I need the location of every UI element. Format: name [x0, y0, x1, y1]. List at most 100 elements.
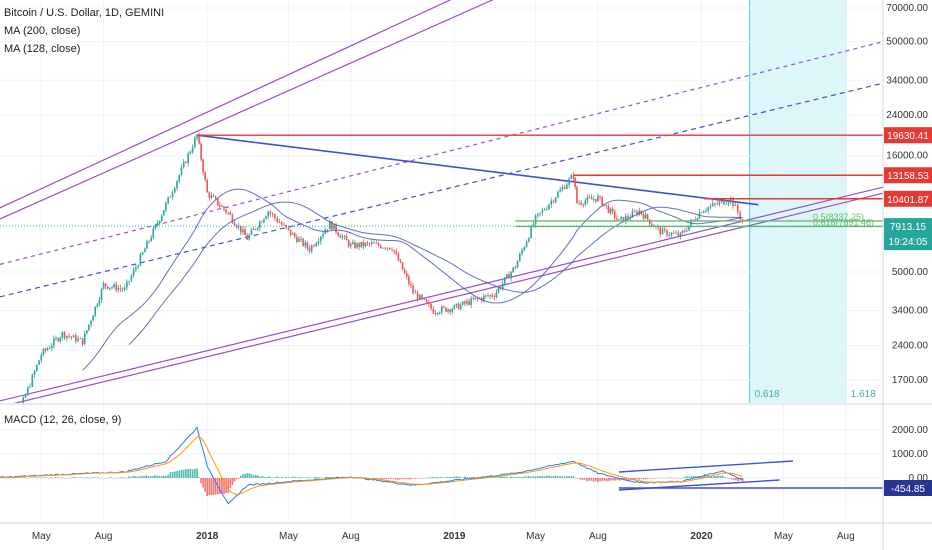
candle[interactable] [412, 285, 414, 293]
candle[interactable] [468, 300, 470, 305]
candle[interactable] [246, 235, 248, 240]
candle[interactable] [214, 196, 217, 199]
candle[interactable] [631, 211, 634, 218]
candle[interactable] [566, 184, 568, 189]
candle[interactable] [638, 210, 641, 215]
candle[interactable] [86, 330, 88, 334]
candle[interactable] [666, 229, 668, 236]
candle[interactable] [274, 214, 276, 219]
candle[interactable] [165, 203, 167, 211]
candle[interactable] [194, 138, 196, 148]
candle[interactable] [313, 245, 315, 247]
candle[interactable] [271, 213, 274, 215]
channel-upper-line[interactable] [0, 0, 660, 209]
candle[interactable] [158, 220, 161, 223]
candle[interactable] [552, 200, 555, 202]
candle[interactable] [231, 214, 234, 223]
candle[interactable] [727, 202, 730, 204]
candle[interactable] [514, 267, 517, 269]
candle[interactable] [651, 224, 653, 226]
candle[interactable] [510, 272, 512, 279]
candle[interactable] [111, 287, 113, 288]
candle[interactable] [68, 335, 70, 337]
candle[interactable] [443, 306, 445, 308]
candle[interactable] [622, 217, 625, 222]
candle[interactable] [489, 295, 491, 297]
candle[interactable] [739, 212, 741, 220]
candle[interactable] [354, 242, 356, 248]
candle[interactable] [35, 364, 38, 372]
candle[interactable] [493, 296, 496, 298]
candle[interactable] [296, 236, 298, 242]
candle[interactable] [497, 287, 500, 293]
candle[interactable] [543, 209, 546, 211]
candle[interactable] [345, 236, 348, 241]
candle[interactable] [613, 211, 616, 219]
candle[interactable] [132, 269, 135, 276]
candle[interactable] [302, 238, 304, 246]
candle[interactable] [42, 349, 45, 355]
candle[interactable] [539, 212, 541, 214]
candle[interactable] [516, 261, 519, 268]
candle[interactable] [519, 253, 521, 262]
candle[interactable] [324, 230, 327, 235]
candle[interactable] [18, 410, 20, 412]
candle[interactable] [38, 360, 40, 365]
candle[interactable] [419, 294, 421, 299]
candle[interactable] [20, 406, 22, 411]
candle[interactable] [636, 211, 638, 215]
candle[interactable] [425, 299, 428, 303]
candle[interactable] [574, 178, 577, 187]
candle[interactable] [642, 214, 645, 219]
candle[interactable] [584, 200, 587, 205]
candle[interactable] [586, 197, 589, 201]
candle[interactable] [109, 287, 111, 289]
candle[interactable] [146, 241, 148, 249]
candle[interactable] [672, 232, 675, 234]
candle[interactable] [293, 233, 296, 237]
candle[interactable] [289, 229, 292, 235]
candle[interactable] [152, 228, 155, 238]
candle[interactable] [358, 243, 360, 247]
candle[interactable] [550, 200, 553, 205]
candle[interactable] [319, 236, 322, 242]
signal-line[interactable] [0, 436, 743, 495]
candle[interactable] [711, 203, 714, 206]
candle[interactable] [1, 419, 3, 420]
candle[interactable] [121, 288, 124, 290]
candle[interactable] [466, 300, 468, 304]
candle[interactable] [291, 233, 294, 235]
candle[interactable] [263, 219, 265, 223]
candle[interactable] [96, 304, 99, 307]
candle[interactable] [736, 204, 739, 213]
candle[interactable] [328, 221, 331, 230]
candle[interactable] [31, 374, 34, 387]
channel-upper-line[interactable] [0, 0, 660, 220]
candle[interactable] [561, 187, 564, 190]
candle[interactable] [261, 221, 263, 223]
candle[interactable] [128, 280, 130, 282]
candle[interactable] [178, 174, 181, 181]
candle[interactable] [229, 212, 232, 215]
candle[interactable] [144, 248, 146, 253]
candle[interactable] [248, 234, 251, 240]
candle[interactable] [696, 218, 699, 220]
candle[interactable] [370, 242, 373, 245]
candle[interactable] [557, 192, 559, 198]
candle[interactable] [337, 232, 339, 236]
candle[interactable] [720, 200, 723, 202]
candle[interactable] [40, 354, 43, 361]
candle[interactable] [545, 208, 548, 210]
candle[interactable] [624, 216, 627, 222]
candle[interactable] [700, 212, 703, 214]
candle[interactable] [485, 295, 487, 297]
candle[interactable] [663, 228, 666, 230]
candle[interactable] [244, 229, 246, 236]
candle[interactable] [436, 312, 439, 314]
candle[interactable] [434, 312, 437, 314]
candle[interactable] [627, 216, 629, 218]
candle[interactable] [176, 180, 178, 189]
candle[interactable] [250, 229, 253, 235]
candle[interactable] [269, 211, 272, 214]
